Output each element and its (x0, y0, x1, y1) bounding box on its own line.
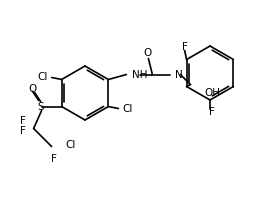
Text: NH: NH (132, 69, 148, 80)
Text: Cl: Cl (37, 72, 48, 82)
Text: OH: OH (204, 88, 220, 97)
Text: O: O (143, 48, 152, 57)
Text: N: N (175, 69, 183, 80)
Text: S: S (37, 101, 44, 112)
Text: F: F (20, 126, 26, 137)
Text: F: F (20, 116, 26, 126)
Text: O: O (28, 84, 37, 93)
Text: Cl: Cl (66, 139, 76, 149)
Text: F: F (209, 107, 215, 117)
Text: F: F (182, 42, 188, 53)
Text: F: F (51, 154, 56, 164)
Text: Cl: Cl (123, 105, 133, 114)
